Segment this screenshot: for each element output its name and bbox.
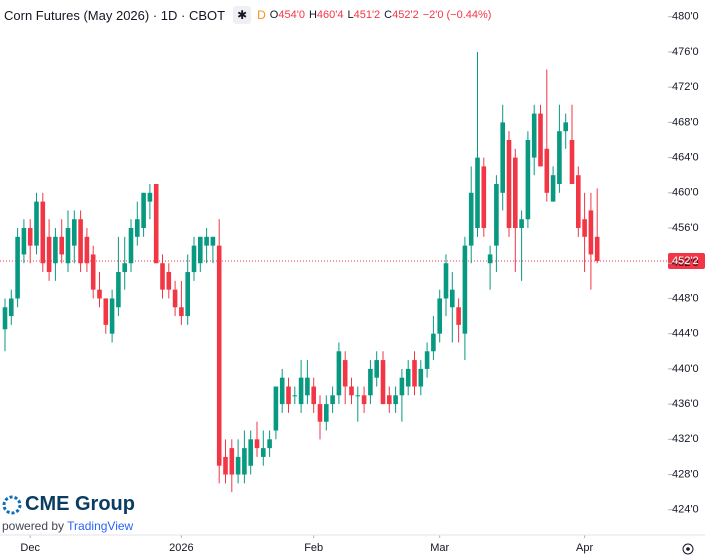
- high-key: H: [308, 9, 317, 21]
- y-tick-label: 468'0: [672, 116, 699, 128]
- y-tick-label: 476'0: [672, 46, 699, 58]
- low-value: 451'2: [353, 9, 381, 21]
- low-key: L: [347, 9, 354, 21]
- y-tick-label: 440'0: [672, 363, 699, 375]
- close-key: C: [384, 9, 393, 21]
- settings-icon[interactable]: [682, 543, 694, 555]
- y-tick-label: 448'0: [672, 292, 699, 304]
- x-tick-label: Mar: [430, 542, 449, 554]
- x-tick-label: Dec: [20, 542, 40, 554]
- close-value: 452'2: [392, 9, 419, 21]
- logo: CME Group powered by TradingView: [2, 493, 135, 533]
- x-tick-label: Feb: [304, 542, 323, 554]
- change-value: −2'0 (−0.44%): [422, 9, 492, 21]
- brand-icon: [2, 495, 22, 514]
- y-tick-label: 456'0: [672, 222, 699, 234]
- x-tick-label: 2026: [169, 542, 193, 554]
- high-value: 460'4: [316, 9, 344, 21]
- y-tick-label: 436'0: [672, 398, 699, 410]
- y-tick-label: 464'0: [672, 151, 699, 163]
- y-tick-label: 480'0: [672, 11, 699, 23]
- interval-badge: D: [257, 8, 266, 22]
- y-tick-label: 460'0: [672, 187, 699, 199]
- y-tick-label: 472'0: [672, 81, 699, 93]
- source-badge[interactable]: ✱: [233, 6, 252, 24]
- x-tick-label: Apr: [576, 542, 593, 554]
- open-key: O: [269, 9, 279, 21]
- y-tick-label: 424'0: [672, 504, 699, 516]
- brand-text: CME Group: [25, 493, 135, 515]
- symbol-title: Corn Futures (May 2026) · 1D · CBOT: [4, 7, 226, 23]
- last-price-label: 452'2: [672, 255, 699, 267]
- powered-line: powered by TradingView: [2, 519, 135, 533]
- y-tick-label: 432'0: [672, 433, 699, 445]
- brand: CME Group: [2, 493, 135, 516]
- y-tick-label: 428'0: [672, 468, 699, 480]
- last-price-box: [668, 253, 705, 270]
- settings-icon-dot: [686, 547, 690, 551]
- y-tick-label: 444'0: [672, 328, 699, 340]
- powered-by: powered by: [2, 519, 65, 533]
- open-value: 454'0: [278, 9, 305, 21]
- legend-header: Corn Futures (May 2026) · 1D · CBOT ✱ D …: [4, 5, 492, 25]
- y-tick-label: 452'0: [672, 257, 699, 269]
- platform: TradingView: [67, 519, 134, 533]
